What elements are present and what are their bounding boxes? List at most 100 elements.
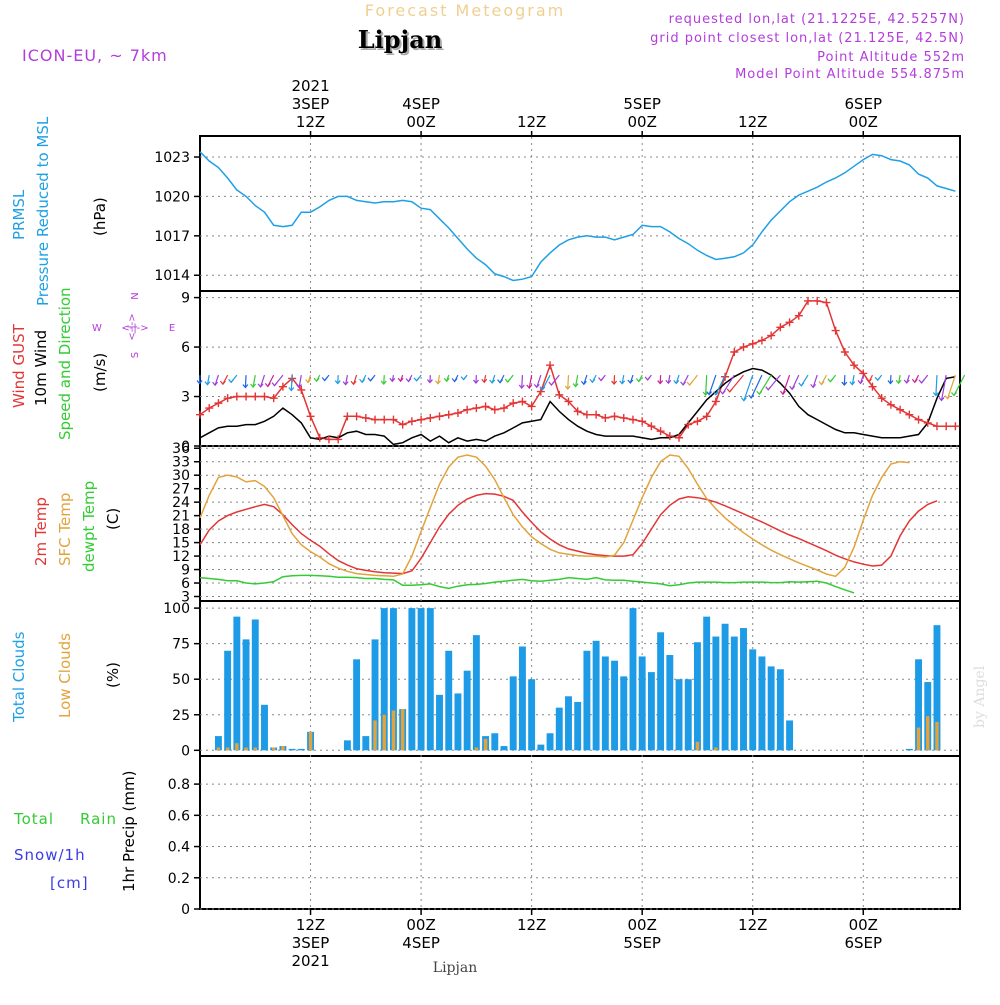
gust-marker [408,417,416,425]
gust-marker [362,414,370,422]
top-time-label-1-2: 00Z [406,113,435,131]
ytick-label-4-0: 0 [181,902,190,918]
header: Forecast Meteogram Lipjan ICON-EU, ~ 7km… [22,1,965,82]
gust-marker [629,416,637,424]
total-cloud-bar [583,651,590,751]
dewpt-label: dewpt Temp [80,481,98,572]
low-cloud-bar [383,715,386,751]
total-cloud-bar [427,608,434,750]
wind-arrow-head [498,380,503,383]
low-cloud-bar [244,747,247,750]
line-wind-gust [200,301,955,440]
total-cloud-bar [491,733,498,750]
gust-marker [601,414,609,422]
wind-arrow-head [406,379,411,382]
compass-rose: N S W E <-|-> <-|-> [92,292,175,358]
wind-arrow-head [875,377,880,380]
bottom-time-label-0-1: 3SEP [292,934,330,952]
total-cloud-bar [436,695,443,750]
total-cloud-bar [473,635,480,750]
total-label: Total [13,810,54,828]
total-cloud-bar [556,708,563,751]
total-cloud-bar [685,679,692,750]
degc-unit: (C) [104,508,122,530]
gust-marker [224,394,232,402]
total-cloud-bar [344,740,351,750]
gust-marker [546,361,554,369]
wind-arrow-head [322,378,327,381]
gust-marker [417,416,425,424]
gust-marker [233,393,241,401]
total-clouds-label: Total Clouds [10,631,28,723]
gust-marker [509,399,517,407]
prmsl-desc-label: Pressure Reduced to MSL [34,116,52,306]
total-cloud-bar [519,647,526,751]
bottom-time-label-2-0: 12Z [517,916,546,934]
line-prmsl [200,152,955,281]
gust-marker [758,336,766,344]
gust-marker [740,343,748,351]
gust-marker [693,417,701,425]
pressure-labels: PRMSL Pressure Reduced to MSL (hPa) [10,116,109,306]
compass-w: W [92,323,102,334]
gust-marker [242,393,250,401]
gust-marker [666,432,674,440]
total-cloud-bar [722,624,729,751]
credit-label: by Angel [972,665,988,728]
ytick-label-4-3: 0.6 [168,808,190,824]
low-cloud-bar [217,747,220,750]
gust-marker [371,416,379,424]
total-cloud-bar [648,672,655,750]
precip-unit: 1hr Precip (mm) [120,771,138,892]
total-cloud-bar [445,651,452,751]
bottom-time-label-4-0: 12Z [738,916,767,934]
prmsl-label: PRMSL [10,189,28,240]
top-time-label-0-1: 3SEP [292,95,330,113]
precip-labels: Total Rain Snow/1h [cm] 1hr Precip (mm) [13,771,138,892]
wind-arrow-head [819,382,824,385]
wind-arrow-head [681,382,686,385]
gust-marker [583,411,591,419]
total-cloud-bar [666,655,673,750]
wind-arrow [245,375,246,387]
temp-labels: 2m Temp SFC Temp dewpt Temp (C) [32,481,122,572]
total-cloud-bar [657,632,664,750]
gust-marker [454,409,462,417]
wind-arrow-head [414,378,419,381]
wind-arrow-head [314,378,319,381]
ytick-label-0-2: 1020 [154,189,190,205]
gust-marker [896,406,904,414]
wind-arrow-head [912,379,917,382]
grid-coords: grid point closest lon,lat (21.125E, 42.… [650,31,965,46]
cloud-labels: Total Clouds Low Clouds (%) by Angel [10,631,988,728]
gust-marker [647,422,655,430]
bottom-time-label-1-0: 00Z [406,916,435,934]
low-cloud-bar [309,732,312,750]
top-time-label-3-2: 00Z [627,113,656,131]
panel-frames [200,136,960,909]
temp-panel [200,446,960,601]
gust-marker [500,404,508,412]
gust-marker [832,327,840,335]
pressure-panel [200,136,960,291]
compass-e: E [169,323,175,334]
bottom-time-label-5-1: 6SEP [844,934,882,952]
low-cloud-bar [254,747,257,750]
total-cloud-bar [593,641,600,750]
ytick-label-2-11: 36 [172,441,190,457]
point-altitude: Point Altitude 552m [817,50,965,65]
gust-marker [260,393,268,401]
product-title: Forecast Meteogram [365,1,565,20]
wind-arrow-head [828,379,833,382]
gust-marker [749,340,757,348]
wind-arrow-head [919,380,924,383]
total-cloud-bar [749,649,756,750]
gust-marker [389,416,397,424]
gust-marker [518,397,526,405]
total-cloud-bar [501,746,508,750]
total-cloud-bar [768,666,775,750]
wind-arrow-head [549,382,554,385]
ytick-label-0-3: 1023 [154,150,190,166]
low-cloud-bar [281,746,284,750]
total-cloud-bar [547,733,554,750]
